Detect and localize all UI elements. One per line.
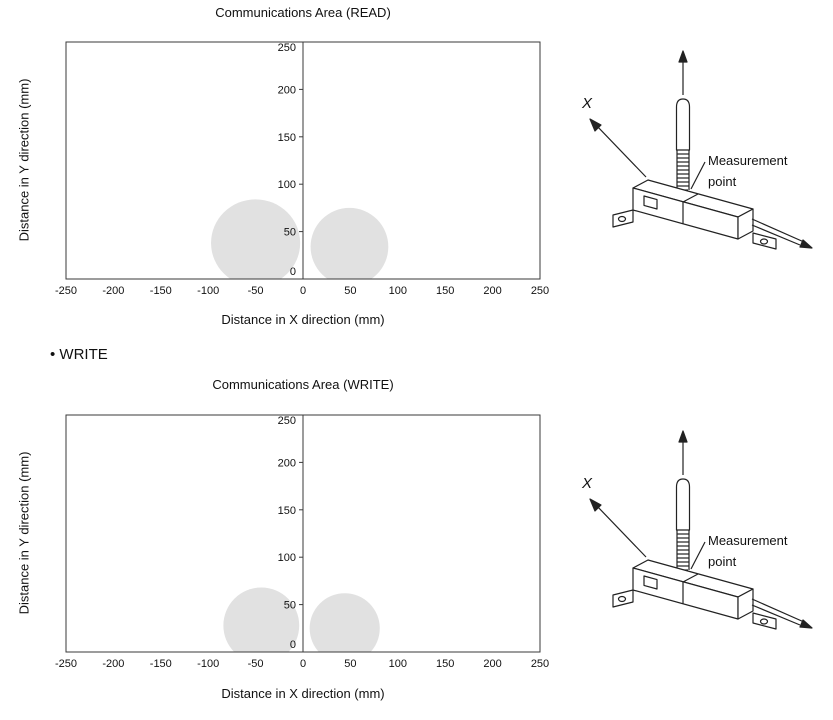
- measurement-point-label-line1: Measurement: [708, 153, 788, 168]
- chart-write-title: Communications Area (WRITE): [212, 377, 394, 392]
- sensor-device-body: [612, 179, 777, 250]
- measurement-point-label-line1: Measurement: [708, 533, 788, 548]
- y-tick-label: 50: [284, 227, 296, 239]
- probe-threads: [676, 150, 690, 191]
- callout-leader-line: [690, 161, 706, 190]
- probe-body: [675, 478, 691, 531]
- y-tick-label: 200: [278, 84, 296, 96]
- chart-write-y-axis-label: Distance in Y direction (mm): [16, 451, 32, 615]
- write-right-lobe: [309, 593, 380, 652]
- x-tick-label: 150: [436, 658, 454, 670]
- x-tick-label: -100: [197, 285, 219, 297]
- x-tick-label: 150: [436, 285, 454, 297]
- x-tick-label: -250: [55, 658, 77, 670]
- y-tick-label: 50: [284, 600, 296, 612]
- y-tick-label: 250: [278, 415, 296, 427]
- x-tick-label: 200: [483, 285, 501, 297]
- x-tick-label: 50: [344, 285, 356, 297]
- sensor-device-body: [612, 559, 777, 630]
- probe-threads: [676, 530, 690, 571]
- chart-read-title: Communications Area (READ): [215, 5, 391, 20]
- x-tick-label: -200: [102, 285, 124, 297]
- x-tick-label: 250: [531, 285, 549, 297]
- y-tick-label: 150: [278, 132, 296, 144]
- x-tick-label: -150: [150, 658, 172, 670]
- x-tick-label: 0: [300, 285, 306, 297]
- x-tick-label: -150: [150, 285, 172, 297]
- x-axis-label: X: [582, 475, 593, 492]
- chart-read-x-axis-label: Distance in X direction (mm): [221, 312, 385, 327]
- write-measurement-illustration: X Measurement point: [558, 425, 828, 640]
- x-axis-arrow-line: [595, 124, 647, 178]
- x-axis-arrow-line: [595, 504, 647, 558]
- x-tick-label: 0: [300, 658, 306, 670]
- write-left-lobe: [223, 587, 300, 652]
- read-measurement-illustration: X Measurement point: [558, 45, 828, 260]
- x-axis-arrowhead: [589, 118, 602, 132]
- up-arrowhead: [678, 430, 688, 443]
- x-tick-label: 100: [389, 658, 407, 670]
- x-tick-label: 250: [531, 658, 549, 670]
- read-left-lobe: [211, 199, 301, 279]
- chart-write-x-axis-label: Distance in X direction (mm): [221, 686, 385, 701]
- chart-plot-svg: 0 50 100 150 200 250 -250 -200 -150 -100 -50 0 50 100…: [55, 41, 549, 297]
- chart-read-y-axis-label: Distance in Y direction (mm): [16, 78, 32, 242]
- x-tick-label: -50: [248, 658, 264, 670]
- y-tick-label: 100: [278, 179, 296, 191]
- write-section-bullet: • WRITE: [50, 346, 108, 363]
- chart-read-plot: 0 50 100 150 200 250 -250 -200 -150 -100 -50 0 50 100…: [36, 34, 570, 306]
- y-tick-label: 100: [278, 552, 296, 564]
- y-tick-label: 0: [290, 266, 296, 278]
- probe-body: [675, 98, 691, 151]
- cable: [751, 598, 813, 629]
- x-tick-label: -100: [197, 658, 219, 670]
- callout-leader-line: [690, 541, 706, 570]
- cable: [751, 218, 813, 249]
- y-tick-label: 150: [278, 505, 296, 517]
- up-arrowhead: [678, 50, 688, 63]
- sensor-illustration-drawing: [589, 50, 813, 250]
- x-tick-label: 100: [389, 285, 407, 297]
- x-tick-label: -50: [248, 285, 264, 297]
- y-tick-label: 200: [278, 457, 296, 469]
- x-tick-label: -200: [102, 658, 124, 670]
- y-tick-label: 250: [278, 42, 296, 54]
- chart-write-plot: 0 50 100 150 200 250 -250 -200 -150 -100 -50 0 50 100…: [36, 407, 570, 679]
- y-tick-label: 0: [290, 639, 296, 651]
- measurement-point-label-line2: point: [708, 174, 737, 189]
- chart-plot-svg: 0 50 100 150 200 250 -250 -200 -150 -100 -50 0 50 100…: [55, 414, 549, 670]
- sensor-illustration-drawing: [589, 430, 813, 630]
- x-tick-label: -250: [55, 285, 77, 297]
- x-axis-label: X: [582, 95, 593, 112]
- measurement-point-label-line2: point: [708, 554, 737, 569]
- x-tick-label: 50: [344, 658, 356, 670]
- read-right-lobe: [310, 207, 389, 279]
- x-tick-label: 200: [483, 658, 501, 670]
- x-axis-arrowhead: [589, 498, 602, 512]
